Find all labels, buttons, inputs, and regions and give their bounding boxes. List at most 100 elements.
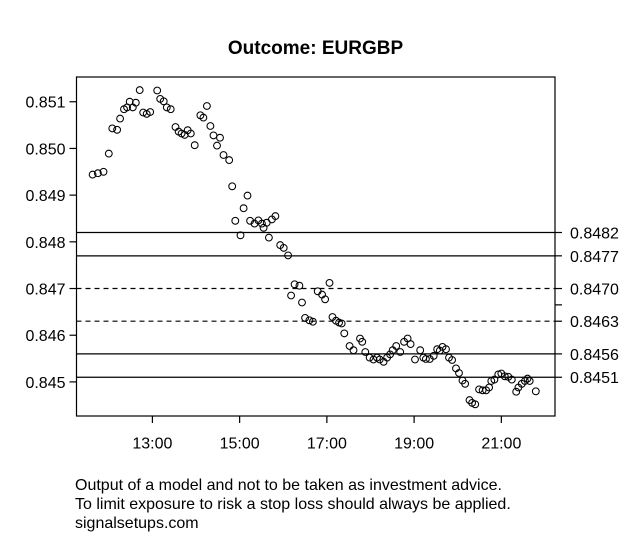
right-axis-label: 0.8456 [570,347,619,364]
data-point [239,204,248,213]
data-point [321,295,330,304]
data-point [159,97,168,106]
y-tick-label: 0.851 [25,95,65,112]
data-point [448,356,457,364]
data-point [308,317,317,326]
y-tick-label: 0.845 [25,375,65,392]
data-point [325,278,334,287]
data-point [243,191,252,200]
data-point [512,387,521,396]
data-point [135,86,144,95]
data-point [298,298,306,307]
website-text: signalsetups.com [75,515,199,532]
plot-frame [75,76,556,417]
data-point [104,149,113,158]
data-point [162,103,171,112]
data-point [209,131,218,140]
data-point [116,114,125,123]
data-point [279,243,288,252]
data-point [93,169,102,178]
x-tick-label: 19:00 [394,436,434,453]
data-point [392,342,401,350]
right-axis-label: 0.8482 [570,225,619,242]
data-point [375,355,384,364]
disclaimer-text: Output of a model and not to be taken as… [75,476,511,533]
data-point [225,156,234,165]
data-point [228,182,237,191]
data-point [386,350,395,359]
data-point [213,141,221,150]
y-tick-label: 0.846 [25,328,65,345]
y-tick-label: 0.848 [25,235,65,252]
data-point [531,387,540,396]
data-point [490,375,499,384]
x-tick-label: 15:00 [220,436,260,453]
data-point [202,102,211,110]
data-point [471,400,480,409]
data-point [146,108,155,116]
data-point [301,313,310,322]
data-point [271,212,280,221]
data-point [88,170,97,179]
right-axis-label: 0.8470 [570,282,619,299]
data-point [108,124,117,133]
data-point [455,369,463,377]
disclaimer-line-2: To limit exposure to risk a stop loss sh… [75,496,511,513]
data-point [190,141,199,150]
data-point [257,219,266,228]
right-axis-label: 0.8451 [570,370,619,387]
data-point [525,377,534,385]
x-tick-label: 13:00 [132,436,172,453]
data-point [411,355,419,364]
data-point [153,86,162,95]
data-point [99,167,108,176]
data-point [396,348,405,356]
y-tick-label: 0.849 [25,188,65,205]
data-point [206,122,215,130]
data-point [361,348,370,356]
data-point [290,280,299,289]
data-point [358,337,367,346]
data-point [216,133,224,142]
data-point [365,353,374,362]
data-point [199,113,208,122]
disclaimer-line-1: Output of a model and not to be taken as… [75,477,502,494]
data-point [287,291,296,300]
data-point [416,346,425,355]
data-point [295,281,304,290]
right-axis-label: 0.8477 [570,249,619,266]
data-point [349,346,358,355]
data-point [231,216,240,225]
data-point [236,231,245,240]
data-point [340,329,349,338]
data-point [345,342,354,350]
data-point [186,129,195,138]
data-point [406,340,415,349]
x-tick-label: 21:00 [481,436,521,453]
data-point [259,223,268,232]
data-point [131,98,140,107]
data-point [478,386,487,395]
y-tick-label: 0.850 [25,141,65,158]
chart-title: Outcome: EURGBP [227,38,404,59]
right-axis-label: 0.8463 [570,314,619,331]
data-point [284,251,293,260]
data-point [465,396,474,405]
data-point [166,105,175,114]
data-point [500,372,509,381]
data-point [305,316,314,325]
y-tick-label: 0.847 [25,282,65,299]
data-point [264,233,273,242]
data-point [442,345,450,354]
data-point [421,355,430,363]
data-point [523,374,532,383]
data-point [507,375,516,384]
data-point [219,151,228,159]
x-tick-label: 17:00 [307,436,347,453]
data-point [337,319,346,328]
data-point [520,377,529,385]
data-point [429,351,438,360]
data-point [113,125,122,134]
